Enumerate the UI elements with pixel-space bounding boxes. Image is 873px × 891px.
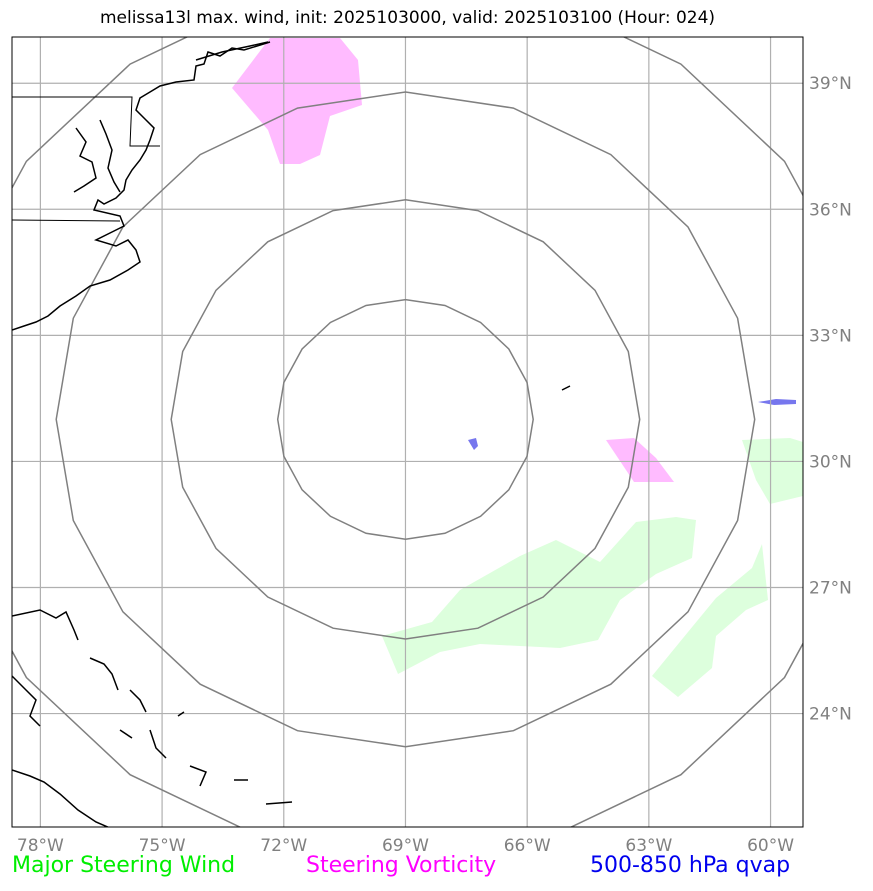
- wind-area: [382, 517, 696, 674]
- long-island: [195, 41, 269, 61]
- qvap-area: [468, 438, 478, 450]
- bahamas-island: [129, 689, 147, 713]
- lon-tick-label: 66°W: [504, 836, 551, 856]
- lon-tick-label: 78°W: [17, 836, 64, 856]
- legend-steering-vorticity: Steering Vorticity: [306, 853, 497, 878]
- lat-tick-label: 24°N: [809, 705, 852, 725]
- lat-tick-label: 30°N: [809, 452, 852, 472]
- wind-area: [652, 544, 768, 697]
- bermuda: [561, 385, 571, 391]
- coastlines: [12, 41, 571, 827]
- legend-qvap: 500-850 hPa qvap: [590, 853, 791, 878]
- map-frame: [11, 36, 804, 828]
- range-rings: [12, 37, 803, 827]
- range-ring: [170, 199, 641, 640]
- bahamas-island: [265, 801, 293, 805]
- range-ring: [12, 37, 803, 827]
- map-title: melissa13l max. wind, init: 2025103000, …: [99, 8, 716, 28]
- bahamas-island: [119, 729, 133, 739]
- state-border: [12, 219, 121, 222]
- florida-keys: [12, 769, 110, 827]
- lat-tick-label: 33°N: [809, 326, 852, 346]
- range-ring: [55, 91, 756, 748]
- qvap-features: [468, 399, 796, 450]
- range-ring: [276, 298, 534, 540]
- vorticity-area: [606, 438, 674, 482]
- graticule-grid: [12, 37, 803, 827]
- lon-tick-label: 75°W: [139, 836, 186, 856]
- lat-tick-label: 27°N: [809, 578, 852, 598]
- lon-tick-label: 60°W: [747, 836, 794, 856]
- vorticity-area: [232, 38, 362, 164]
- steering-wind-areas: [382, 438, 803, 697]
- lon-tick-label: 72°W: [260, 836, 307, 856]
- wind-area: [742, 438, 803, 504]
- state-border: [12, 96, 160, 147]
- bahamas-island: [177, 711, 185, 717]
- legend-steering-wind: Major Steering Wind: [12, 853, 236, 878]
- florida-coast: [12, 609, 79, 641]
- lat-tick-label: 36°N: [809, 200, 852, 220]
- bahamas-island: [189, 765, 207, 787]
- us-east-coast: [12, 41, 271, 331]
- lon-tick-labels: 78°W 75°W 72°W 69°W 66°W 63°W 60°W: [17, 836, 794, 856]
- bay-shoreline: [73, 127, 97, 193]
- steering-vorticity-areas: [232, 38, 674, 482]
- chesapeake-shoreline: [99, 119, 121, 193]
- lon-tick-label: 69°W: [382, 836, 429, 856]
- lon-tick-label: 63°W: [625, 836, 672, 856]
- bahamas-island: [89, 657, 119, 691]
- bahamas-island: [149, 729, 167, 759]
- lat-tick-label: 39°N: [809, 74, 852, 94]
- island: [12, 675, 41, 727]
- qvap-area: [758, 399, 796, 405]
- lat-tick-labels: 24°N 27°N 30°N 33°N 36°N 39°N: [809, 74, 852, 724]
